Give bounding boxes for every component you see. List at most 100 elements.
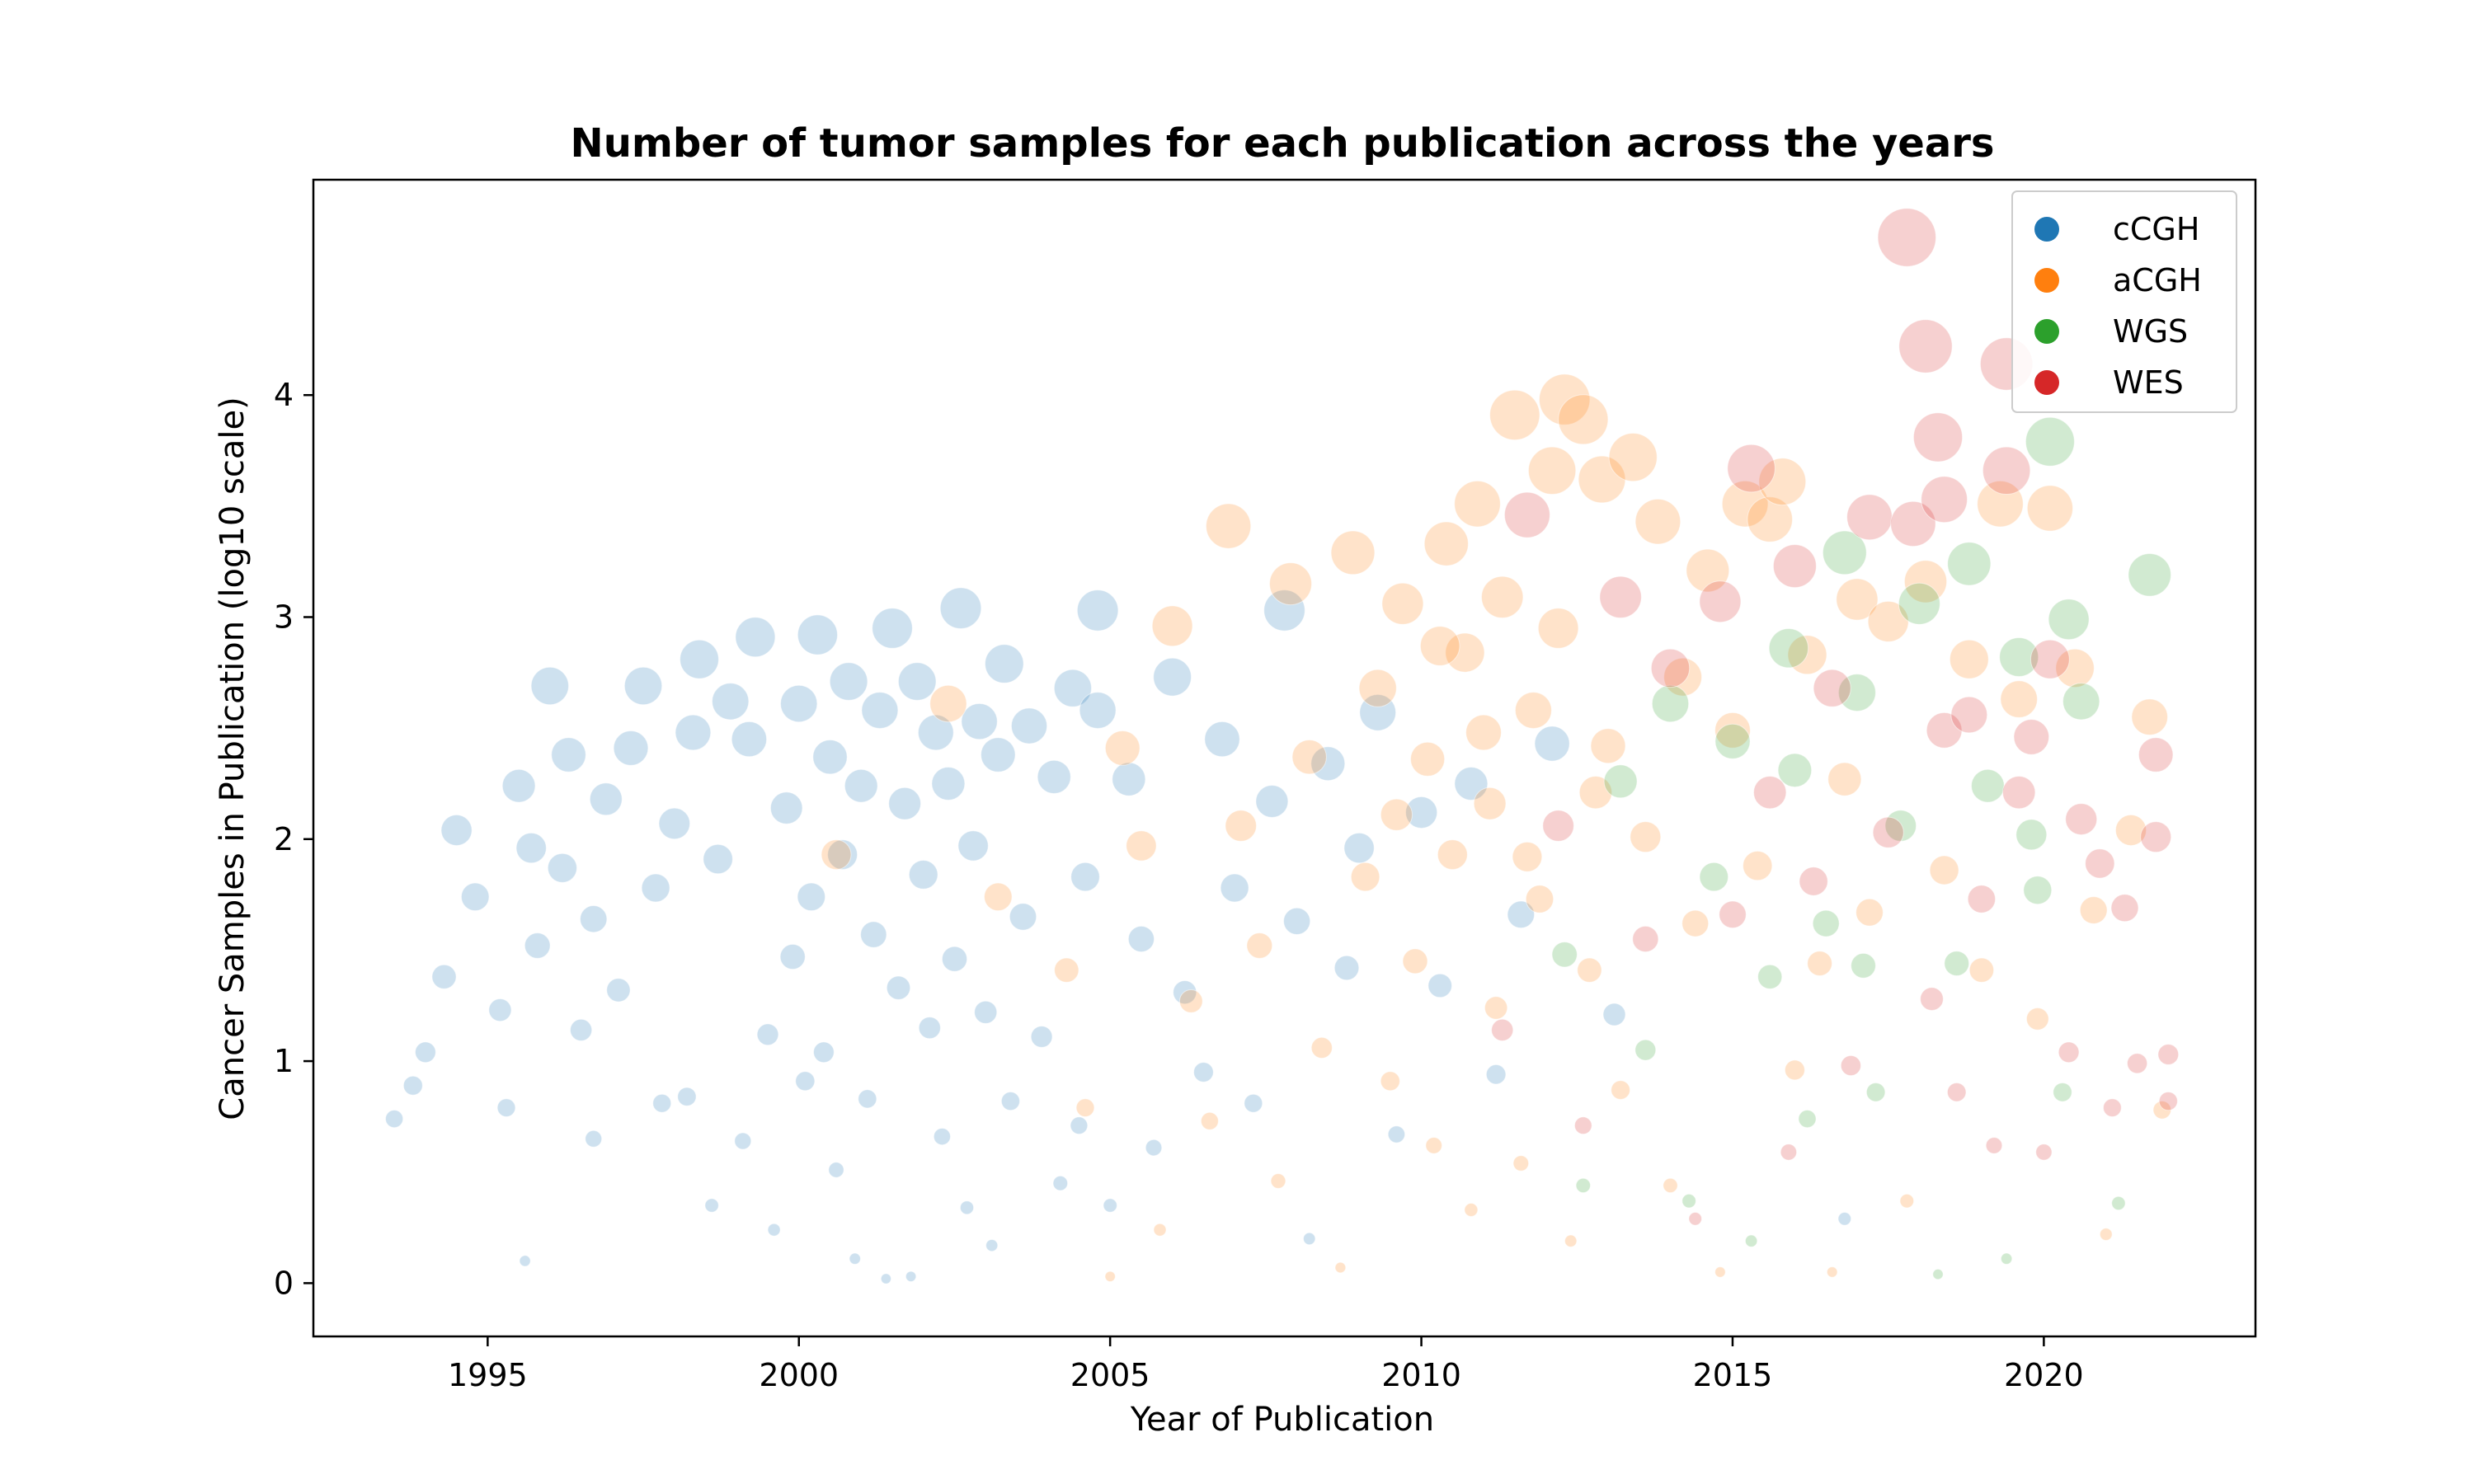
- point-cCGH-62: [931, 767, 966, 801]
- point-cCGH-73: [1009, 903, 1037, 931]
- point-cCGH-76: [1037, 759, 1071, 795]
- point-aCGH-5: [1104, 1270, 1116, 1283]
- point-aCGH-80: [2079, 896, 2108, 924]
- point-cCGH-61: [933, 1128, 952, 1146]
- point-cCGH-87: [1153, 657, 1192, 697]
- point-aCGH-21: [1350, 862, 1380, 892]
- legend-label-WES: WES: [2113, 364, 2184, 401]
- point-WES-17: [1846, 494, 1893, 541]
- point-aCGH-44: [1558, 394, 1609, 445]
- point-WGS-32: [1851, 952, 1876, 979]
- point-WGS-20: [1947, 542, 1992, 586]
- point-aCGH-82: [2114, 814, 2147, 847]
- point-WGS-18: [1932, 1268, 1944, 1280]
- point-aCGH-85: [1465, 714, 1502, 751]
- point-cCGH-38: [780, 684, 818, 723]
- legend-label-WGS: WGS: [2113, 313, 2188, 350]
- point-aCGH-34: [1484, 996, 1508, 1020]
- point-WES-25: [1921, 476, 1968, 524]
- point-cCGH-36: [769, 791, 803, 824]
- point-aCGH-88: [1380, 798, 1413, 831]
- point-WES-7: [1688, 1212, 1702, 1226]
- point-WGS-17: [1898, 582, 1940, 625]
- point-cCGH-98: [1333, 955, 1360, 981]
- point-cCGH-45: [827, 839, 858, 871]
- point-aCGH-64: [1807, 951, 1833, 976]
- point-cCGH-11: [524, 932, 551, 959]
- point-WGS-11: [1798, 1110, 1817, 1129]
- point-cCGH-63: [941, 946, 968, 972]
- point-WGS-29: [2111, 1195, 2126, 1211]
- plot-points: [385, 208, 2180, 1284]
- point-cCGH-83: [1103, 1198, 1117, 1213]
- point-cCGH-30: [712, 683, 750, 721]
- legend-marker-WES: [2034, 370, 2059, 395]
- legend: cCGH aCGH WGS WES: [2011, 190, 2237, 413]
- x-tick-label-2010: 2010: [1381, 1357, 1461, 1393]
- point-cCGH-101: [1387, 1125, 1406, 1144]
- point-cCGH-48: [844, 768, 878, 803]
- point-WES-10: [1727, 444, 1776, 493]
- point-aCGH-89: [1512, 841, 1543, 872]
- point-cCGH-1: [402, 1075, 423, 1096]
- y-tick-label-0: 0: [274, 1265, 294, 1301]
- x-axis-label: Year of Publication: [1130, 1401, 1434, 1439]
- point-cCGH-50: [860, 921, 887, 948]
- point-cCGH-71: [985, 644, 1024, 683]
- point-WGS-22: [2000, 1252, 2013, 1265]
- point-cCGH-22: [641, 873, 670, 903]
- point-cCGH-102: [1405, 796, 1438, 829]
- point-cCGH-55: [888, 787, 921, 820]
- point-WES-26: [1946, 1082, 1967, 1102]
- point-cCGH-24: [658, 807, 691, 840]
- series-aCGH: [821, 373, 2172, 1283]
- legend-marker-aCGH: [2034, 268, 2059, 293]
- point-aCGH-61: [1758, 458, 1807, 506]
- point-aCGH-22: [1358, 669, 1397, 707]
- point-WGS-31: [2015, 819, 2048, 851]
- point-WES-1: [1503, 491, 1550, 538]
- chart-title: Number of tumor samples for each publica…: [571, 120, 1995, 167]
- x-tick-label-2000: 2000: [759, 1357, 839, 1393]
- point-cCGH-108: [1602, 1003, 1626, 1026]
- point-cCGH-4: [440, 814, 473, 847]
- point-WES-33: [2013, 719, 2050, 755]
- point-WES-6: [1650, 648, 1691, 688]
- point-WES-34: [2035, 1144, 2053, 1161]
- point-WGS-7: [1714, 723, 1751, 759]
- point-WES-24: [1926, 711, 1963, 749]
- point-aCGH-57: [1714, 711, 1751, 749]
- point-cCGH-43: [812, 740, 848, 775]
- legend-marker-WGS: [2034, 319, 2059, 344]
- point-cCGH-86: [1145, 1139, 1163, 1157]
- point-aCGH-49: [1608, 433, 1658, 482]
- point-aCGH-87: [1578, 776, 1613, 810]
- point-cCGH-35: [767, 1223, 781, 1237]
- point-aCGH-47: [1590, 728, 1626, 764]
- x-tick-label-1995: 1995: [448, 1357, 528, 1393]
- point-aCGH-9: [1151, 605, 1193, 647]
- y-tick-label-2: 2: [274, 821, 294, 857]
- point-aCGH-24: [1381, 582, 1424, 625]
- point-WES-9: [1719, 900, 1747, 929]
- point-aCGH-77: [2025, 1007, 2049, 1031]
- point-WES-4: [1599, 575, 1642, 618]
- point-cCGH-6: [488, 998, 512, 1022]
- point-WES-0: [1491, 1018, 1514, 1042]
- point-cCGH-89: [1193, 1062, 1214, 1082]
- point-cCGH-42: [813, 1041, 835, 1064]
- point-cCGH-77: [1052, 1175, 1069, 1191]
- point-aCGH-26: [1410, 741, 1446, 777]
- point-cCGH-82: [1076, 589, 1119, 632]
- point-aCGH-23: [1380, 1071, 1400, 1092]
- point-cCGH-81: [1079, 692, 1117, 730]
- point-WES-44: [2157, 1044, 2180, 1065]
- point-aCGH-65: [1826, 1266, 1838, 1278]
- point-aCGH-83: [2131, 698, 2168, 736]
- point-cCGH-58: [908, 860, 938, 890]
- point-WES-43: [2140, 821, 2172, 853]
- series-cCGH: [385, 587, 1852, 1284]
- point-cCGH-40: [797, 882, 826, 912]
- point-aCGH-56: [1714, 1266, 1726, 1278]
- point-WES-20: [1890, 500, 1936, 547]
